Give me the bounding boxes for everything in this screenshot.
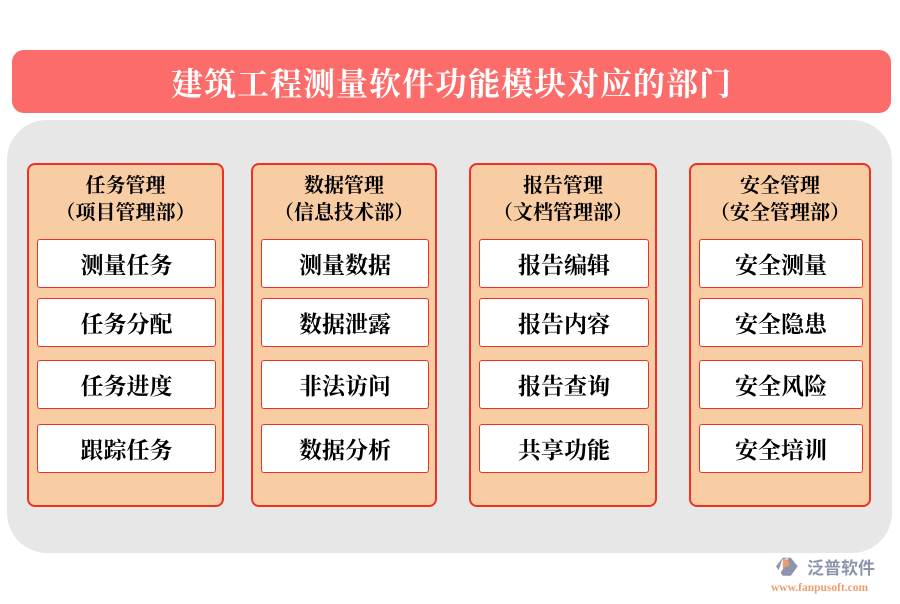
svg-text:www.fanpusoft.com: www.fanpusoft.com (771, 582, 869, 594)
svg-text:泛普软件: 泛普软件 (807, 554, 875, 579)
